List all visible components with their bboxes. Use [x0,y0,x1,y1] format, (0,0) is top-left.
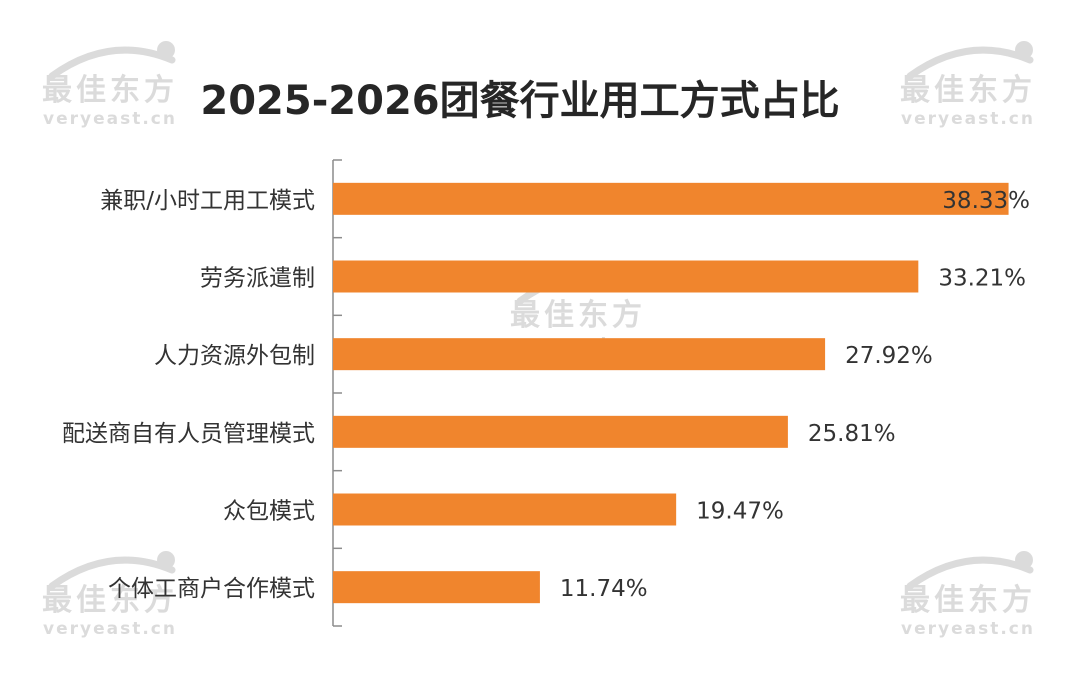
bar [333,338,826,371]
watermark-dot [157,551,175,569]
y-axis [332,159,342,627]
watermark-brand-en: veryeast.cn [43,109,177,129]
bars [333,182,1009,604]
value-label: 25.81% [808,421,896,447]
bar [333,415,788,448]
watermark-brand-cn: 最佳东方 [42,73,178,108]
category-label: 众包模式 [223,499,315,525]
category-label: 劳务派遣制 [200,266,315,292]
value-label: 38.33% [942,188,1030,214]
watermark-swoosh [906,46,1034,80]
watermark-brand-cn: 最佳东方 [42,583,178,618]
watermark-brand-en: veryeast.cn [901,619,1035,639]
bar [333,571,540,604]
watermark-dot [1015,41,1033,59]
watermark-dot [157,41,175,59]
value-label: 19.47% [696,499,784,525]
chart-title: 2025-2026团餐行业用工方式占比 [200,78,839,124]
value-label: 27.92% [845,343,933,369]
category-label: 人力资源外包制 [154,343,315,369]
watermark-brand-cn: 最佳东方 [510,298,646,333]
value-labels: 38.33% 33.21% 27.92% 25.81% 19.47% 11.74% [560,188,1030,602]
watermark-swoosh [906,556,1034,590]
category-label: 兼职/小时工用工模式 [100,188,315,214]
watermark-swoosh [48,556,176,590]
watermark-brand-cn: 最佳东方 [900,583,1036,618]
bar [333,182,1009,215]
watermark-brand-en: veryeast.cn [901,109,1035,129]
watermark-brand-cn: 最佳东方 [900,73,1036,108]
watermark-swoosh [48,46,176,80]
value-label: 33.21% [938,266,1026,292]
category-label: 配送商自有人员管理模式 [62,421,315,447]
bar [333,260,919,293]
watermark-brand-en: veryeast.cn [43,619,177,639]
bar [333,493,677,526]
watermark-dot [1015,551,1033,569]
value-label: 11.74% [560,576,648,602]
category-label: 个体工商户合作模式 [108,576,315,602]
category-labels: 兼职/小时工用工模式劳务派遣制人力资源外包制配送商自有人员管理模式众包模式个体工… [62,188,315,602]
